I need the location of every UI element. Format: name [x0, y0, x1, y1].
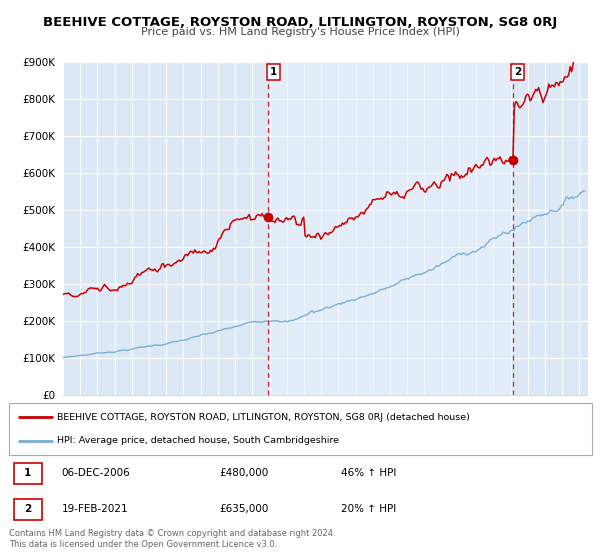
Text: BEEHIVE COTTAGE, ROYSTON ROAD, LITLINGTON, ROYSTON, SG8 0RJ: BEEHIVE COTTAGE, ROYSTON ROAD, LITLINGTO…	[43, 16, 557, 29]
Text: BEEHIVE COTTAGE, ROYSTON ROAD, LITLINGTON, ROYSTON, SG8 0RJ (detached house): BEEHIVE COTTAGE, ROYSTON ROAD, LITLINGTO…	[58, 413, 470, 422]
FancyBboxPatch shape	[14, 499, 41, 520]
Text: 06-DEC-2006: 06-DEC-2006	[61, 468, 130, 478]
Text: 2: 2	[24, 505, 31, 515]
Text: 1: 1	[24, 468, 31, 478]
Text: 46% ↑ HPI: 46% ↑ HPI	[341, 468, 397, 478]
Bar	[268, 62, 513, 395]
Text: 2: 2	[514, 67, 521, 77]
Text: Contains HM Land Registry data © Crown copyright and database right 2024.
This d: Contains HM Land Registry data © Crown c…	[9, 529, 335, 549]
Text: Price paid vs. HM Land Registry's House Price Index (HPI): Price paid vs. HM Land Registry's House …	[140, 27, 460, 38]
Text: HPI: Average price, detached house, South Cambridgeshire: HPI: Average price, detached house, Sout…	[58, 436, 340, 445]
Text: 1: 1	[270, 67, 277, 77]
Text: 19-FEB-2021: 19-FEB-2021	[61, 505, 128, 515]
FancyBboxPatch shape	[14, 463, 41, 484]
Text: 20% ↑ HPI: 20% ↑ HPI	[341, 505, 397, 515]
Text: £480,000: £480,000	[219, 468, 268, 478]
Text: £635,000: £635,000	[219, 505, 268, 515]
FancyBboxPatch shape	[9, 403, 592, 455]
